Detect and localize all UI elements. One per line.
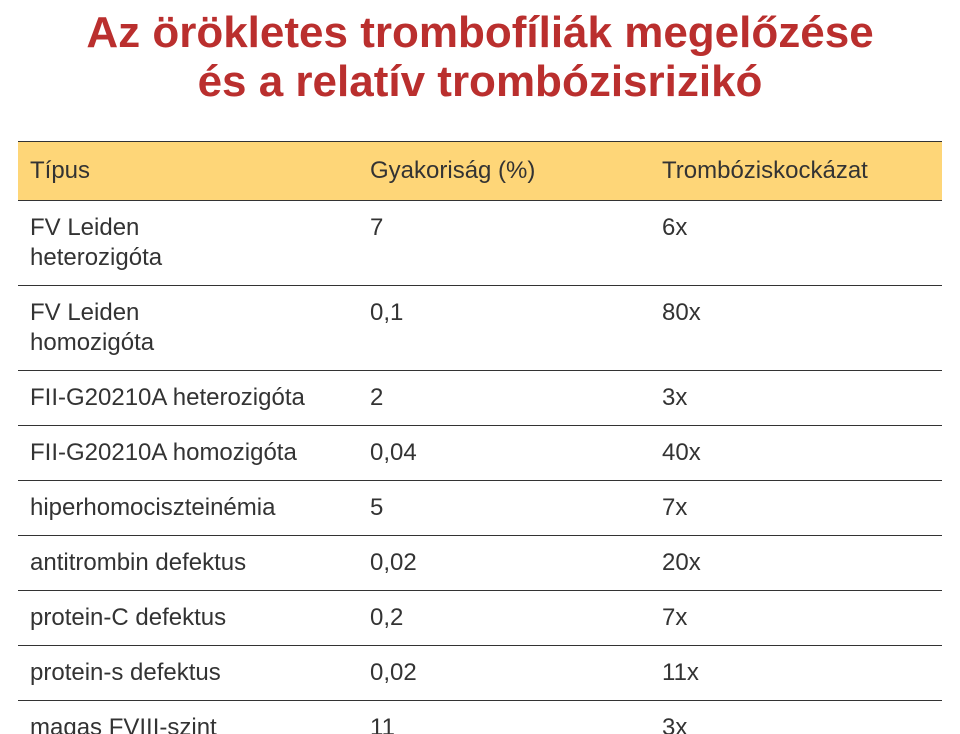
cell-frequency: 11 — [358, 700, 650, 734]
cell-frequency: 0,2 — [358, 590, 650, 645]
table-header-row: Típus Gyakoriság (%) Trombóziskockázat — [18, 141, 942, 200]
cell-frequency: 0,04 — [358, 425, 650, 480]
table-row: protein-s defektus 0,02 11x — [18, 645, 942, 700]
cell-frequency: 5 — [358, 480, 650, 535]
cell-frequency: 0,1 — [358, 285, 650, 370]
table-row: antitrombin defektus 0,02 20x — [18, 535, 942, 590]
cell-risk: 40x — [650, 425, 942, 480]
table-row: FV Leidenhomozigóta 0,1 80x — [18, 285, 942, 370]
slide-title: Az örökletes trombofíliák megelőzése és … — [18, 8, 942, 107]
thrombophilia-table: Típus Gyakoriság (%) Trombóziskockázat F… — [18, 141, 942, 734]
table-row: hiperhomociszteinémia 5 7x — [18, 480, 942, 535]
slide-title-line2: és a relatív trombózisrizikó — [18, 57, 942, 106]
cell-frequency: 7 — [358, 200, 650, 285]
cell-type: FV Leidenheterozigóta — [18, 200, 358, 285]
cell-risk: 3x — [650, 700, 942, 734]
cell-type: protein-s defektus — [18, 645, 358, 700]
cell-risk: 11x — [650, 645, 942, 700]
col-header-risk: Trombóziskockázat — [650, 141, 942, 200]
col-header-type: Típus — [18, 141, 358, 200]
table-row: protein-C defektus 0,2 7x — [18, 590, 942, 645]
slide-title-line1: Az örökletes trombofíliák megelőzése — [18, 8, 942, 57]
cell-type: FV Leidenhomozigóta — [18, 285, 358, 370]
cell-risk: 80x — [650, 285, 942, 370]
cell-type: hiperhomociszteinémia — [18, 480, 358, 535]
table-row: magas FVIII-szint 11 3x — [18, 700, 942, 734]
cell-frequency: 0,02 — [358, 645, 650, 700]
table-row: FV Leidenheterozigóta 7 6x — [18, 200, 942, 285]
cell-type: FII-G20210A homozigóta — [18, 425, 358, 480]
cell-risk: 7x — [650, 480, 942, 535]
cell-frequency: 2 — [358, 370, 650, 425]
table-row: FII-G20210A heterozigóta 2 3x — [18, 370, 942, 425]
cell-type: magas FVIII-szint — [18, 700, 358, 734]
cell-risk: 6x — [650, 200, 942, 285]
col-header-frequency: Gyakoriság (%) — [358, 141, 650, 200]
slide: Az örökletes trombofíliák megelőzése és … — [0, 0, 960, 734]
cell-risk: 3x — [650, 370, 942, 425]
table-row: FII-G20210A homozigóta 0,04 40x — [18, 425, 942, 480]
cell-type: FII-G20210A heterozigóta — [18, 370, 358, 425]
cell-risk: 7x — [650, 590, 942, 645]
cell-type: antitrombin defektus — [18, 535, 358, 590]
cell-risk: 20x — [650, 535, 942, 590]
cell-type: protein-C defektus — [18, 590, 358, 645]
cell-frequency: 0,02 — [358, 535, 650, 590]
